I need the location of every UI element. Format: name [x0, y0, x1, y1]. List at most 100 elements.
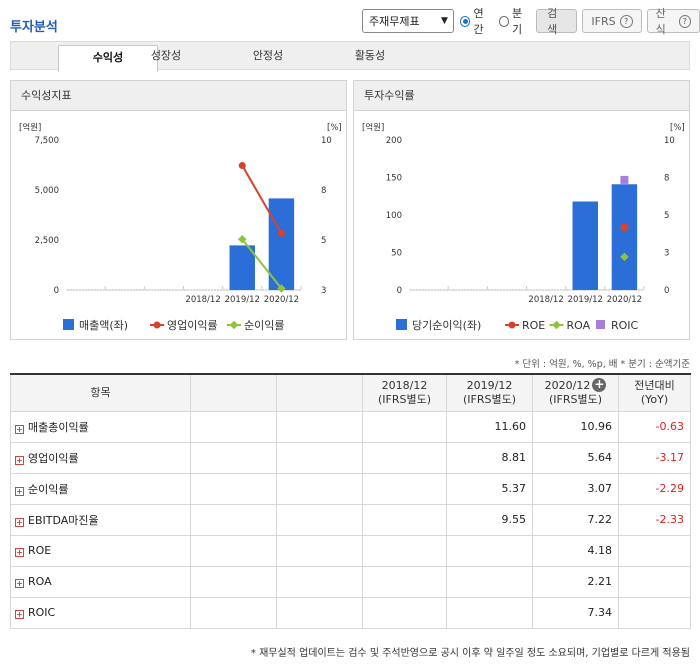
expand-plus-icon[interactable]: + — [15, 548, 24, 557]
header-year-2020: 2020/12 + (IFRS별도) — [532, 373, 619, 412]
cell-yoy: -0.63 — [618, 410, 691, 443]
unit-note: * 단위 : 억원, %, %p, 배 * 분기 : 순액기준 — [514, 359, 690, 370]
cell-yoy: -2.29 — [618, 472, 691, 505]
legend-label: ROA — [567, 319, 591, 332]
row-label[interactable]: + 영업이익률 — [10, 441, 191, 474]
table-row[interactable]: + 영업이익률 8.81 5.64 -3.17 — [10, 441, 691, 474]
table-row[interactable]: + 매출총이익률 11.60 10.96 -0.63 — [10, 410, 691, 443]
cell-2020: 4.18 — [532, 534, 619, 567]
search-controls: 주재무제표 ▼ 연간 분기 검색 IFRS? 산식? — [362, 7, 700, 36]
cell-empty — [190, 441, 277, 474]
header-yoy: 전년대비 (YoY) — [618, 373, 691, 412]
header-year-2018: 2018/12 (IFRS별도) — [362, 373, 447, 412]
legend-label: 매출액(좌) — [79, 319, 128, 332]
return-chart: [억원] [%] 200 150 100 50 0 10 8 5 3 0 2018/12 2019/12 2… — [362, 122, 685, 332]
line-point — [238, 234, 247, 244]
cell-2018 — [362, 472, 447, 505]
statement-select[interactable]: 주재무제표 ▼ — [362, 9, 454, 33]
row-label[interactable]: + ROE — [10, 534, 191, 567]
cell-2019 — [446, 565, 533, 598]
profitability-chart: [억원] [%] 7,500 5,000 2,500 0 10 8 5 3 2018/12 2019/… — [19, 122, 342, 332]
tab-stability[interactable]: 안정성 — [252, 49, 284, 62]
formula-help-button[interactable]: 산식? — [646, 7, 700, 36]
row-label-text: 순이익률 — [28, 482, 69, 496]
header-basis: (IFRS별도) — [462, 392, 517, 406]
expand-plus-icon[interactable]: + — [592, 377, 607, 393]
table-row[interactable]: + ROE 4.18 — [10, 534, 691, 567]
cell-2020: 10.96 — [532, 410, 619, 443]
cell-2020: 7.34 — [532, 596, 619, 629]
search-button-label: 검색 — [547, 7, 558, 36]
expand-plus-icon[interactable]: + — [15, 424, 24, 434]
radio-quarter[interactable]: 분기 — [498, 5, 532, 37]
header-year: 2020/12 — [544, 379, 591, 393]
cell-empty — [190, 410, 277, 443]
cell-2018 — [362, 503, 447, 536]
cell-2018 — [362, 410, 447, 443]
question-icon: ? — [678, 14, 692, 28]
cell-2019 — [446, 534, 533, 567]
y-left-tick: 2,500 — [35, 236, 59, 246]
tab-profitability[interactable]: 수익성 — [58, 45, 158, 72]
y-left-tick: 7,500 — [35, 136, 59, 146]
row-label[interactable]: + 순이익률 — [10, 472, 191, 505]
x-tick-label: 2019/12 — [568, 295, 603, 305]
search-button[interactable]: 검색 — [536, 7, 578, 36]
header-year: 2018/12 — [381, 378, 428, 392]
row-label-text: EBITDA마진율 — [28, 513, 99, 527]
y-left-tick: 100 — [386, 211, 402, 221]
ifrs-help-button[interactable]: IFRS? — [582, 9, 642, 33]
row-label[interactable]: + EBITDA마진율 — [10, 503, 191, 536]
legend-label: 순이익률 — [244, 319, 284, 332]
cell-2019: 9.55 — [446, 503, 533, 536]
formula-button-label: 산식 — [655, 7, 666, 36]
legend-swatch — [63, 319, 74, 330]
line-point — [238, 162, 246, 169]
cell-2018 — [362, 534, 447, 567]
cell-empty — [190, 565, 277, 598]
row-label[interactable]: + ROA — [10, 565, 191, 598]
cell-empty — [276, 534, 363, 567]
tab-activity[interactable]: 활동성 — [354, 49, 386, 62]
expand-plus-icon[interactable]: + — [15, 455, 24, 465]
expand-plus-icon[interactable]: + — [15, 486, 24, 496]
cell-yoy: -3.17 — [618, 441, 691, 474]
legend-swatch — [396, 319, 407, 330]
radio-annual[interactable]: 연간 — [459, 5, 493, 37]
cell-2020: 7.22 — [532, 503, 619, 536]
cell-empty — [276, 503, 363, 536]
legend-swatch — [596, 320, 605, 329]
row-label[interactable]: + ROIC — [10, 596, 191, 629]
tab-growth[interactable]: 성장성 — [150, 49, 182, 62]
table-row[interactable]: + EBITDA마진율 9.55 7.22 -2.33 — [10, 503, 691, 536]
question-icon: ? — [619, 14, 633, 28]
y-right-tick: 10 — [664, 136, 675, 146]
y-right-tick: 8 — [321, 186, 326, 196]
cell-empty — [276, 472, 363, 505]
y-right-tick: 3 — [664, 249, 669, 259]
row-label[interactable]: + 매출총이익률 — [10, 410, 191, 443]
cell-empty — [276, 596, 363, 629]
row-label-text: 매출총이익률 — [28, 420, 89, 434]
y-right-tick: 10 — [321, 136, 332, 146]
row-label-text: ROA — [28, 575, 52, 588]
cell-2019: 11.60 — [446, 410, 533, 443]
cell-empty — [190, 596, 277, 629]
cell-2018 — [362, 565, 447, 598]
right-unit-label: [%] — [327, 123, 342, 133]
legend-marker — [153, 321, 161, 329]
table-row[interactable]: + 순이익률 5.37 3.07 -2.29 — [10, 472, 691, 505]
expand-plus-icon[interactable]: + — [15, 610, 24, 619]
bar-mark — [611, 184, 638, 290]
table-row[interactable]: + ROA 2.21 — [10, 565, 691, 598]
y-left-tick: 0 — [397, 286, 402, 296]
cell-2019: 8.81 — [446, 441, 533, 474]
y-left-tick: 0 — [54, 286, 59, 296]
cell-yoy — [618, 596, 691, 629]
header-year: 2019/12 — [466, 378, 513, 392]
expand-plus-icon[interactable]: + — [15, 579, 24, 588]
header-empty — [276, 373, 363, 412]
expand-plus-icon[interactable]: + — [15, 517, 24, 527]
table-row[interactable]: + ROIC 7.34 — [10, 596, 691, 629]
analysis-tabs: 수익성 성장성 안정성 활동성 — [10, 41, 690, 72]
